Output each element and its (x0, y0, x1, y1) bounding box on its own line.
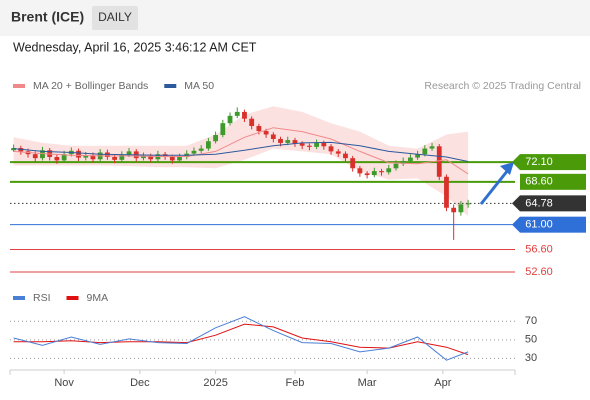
candle-body (321, 142, 327, 147)
candle-body (285, 140, 291, 143)
candle-body (263, 131, 269, 135)
candle-body (422, 148, 428, 155)
candle-body (191, 150, 197, 154)
candle-body (119, 154, 125, 160)
header-bar (0, 0, 590, 36)
candle-body (393, 163, 399, 169)
candle-body (350, 158, 356, 169)
candle-body (328, 146, 334, 152)
level-label: 61.00 (525, 219, 553, 231)
candle-body (306, 145, 312, 147)
candle-body (11, 147, 17, 151)
candle-body (465, 203, 471, 205)
candle-body (415, 154, 421, 158)
candle-body (299, 143, 305, 146)
forecast-arrow-head (500, 162, 514, 175)
level-label: 52.60 (525, 266, 553, 278)
candle-body (379, 171, 384, 173)
candle-body (429, 146, 435, 149)
legend-swatch (13, 296, 25, 300)
x-tick-label: Dec (130, 377, 150, 389)
candle-body (400, 160, 406, 164)
level-label: 72.10 (525, 156, 553, 168)
level-box-arrow (512, 195, 520, 212)
interval-badge (92, 6, 138, 30)
candle-body (249, 118, 255, 127)
candle-body (458, 204, 464, 213)
candle-body (76, 150, 81, 158)
legend-label: MA 20 + Bollinger Bands (33, 80, 148, 92)
candle-body (90, 155, 96, 160)
moving-average (13, 141, 469, 162)
x-tick-label: Feb (285, 377, 304, 389)
level-box (520, 216, 586, 233)
candle-body (54, 157, 60, 161)
level-label: 56.60 (525, 243, 553, 255)
candle-body (112, 157, 118, 160)
candle-body (292, 140, 298, 144)
candle-body (61, 154, 67, 161)
candle-body (148, 155, 154, 160)
legend-swatch (66, 296, 79, 300)
candle-body (357, 168, 363, 174)
candle-body (227, 115, 233, 124)
legend-swatch (164, 84, 177, 88)
level-box (520, 154, 586, 171)
candle-body (314, 142, 320, 147)
candle-body (126, 151, 132, 155)
level-box-arrow (512, 216, 520, 233)
y-tick-label: 70 (525, 315, 537, 327)
candle-body (335, 151, 341, 154)
candle-body (364, 173, 370, 176)
candle-body (234, 111, 240, 116)
candle-body (169, 157, 175, 161)
x-tick-label: Apr (434, 377, 451, 389)
candle-body (220, 123, 226, 136)
legend-label: MA 50 (184, 80, 214, 92)
legend-swatch (13, 84, 25, 88)
x-tick-label: Nov (54, 377, 74, 389)
candle-body (213, 135, 219, 142)
interval: DAILY (98, 10, 132, 24)
x-tick-label: 2025 (203, 377, 227, 389)
level-box-arrow (512, 154, 520, 171)
candle-body (451, 207, 457, 213)
candle-body (40, 150, 45, 159)
candle-body (32, 154, 38, 159)
level-box (520, 195, 586, 212)
candle-body (83, 155, 89, 158)
candle-body (198, 148, 204, 151)
y-tick-label: 30 (525, 352, 537, 364)
candle-body (270, 134, 276, 139)
x-tick-label: Mar (358, 377, 377, 389)
candle-body (141, 155, 146, 159)
candle-body (386, 168, 392, 173)
candle-body (444, 176, 449, 208)
legend-label: 9MA (87, 292, 109, 304)
candle-body (205, 141, 211, 149)
candle-body (371, 171, 377, 176)
title: Brent (ICE) (11, 9, 84, 25)
credit: Research © 2025 Trading Central (424, 80, 581, 92)
datetime: Wednesday, April 16, 2025 3:46:12 AM CET (13, 40, 257, 54)
candle-body (278, 138, 283, 143)
indicator-line (13, 316, 469, 361)
level-box (520, 173, 586, 190)
legend-label: RSI (33, 292, 51, 304)
candle-body (407, 157, 413, 161)
bollinger-band (13, 106, 469, 217)
candle-body (177, 157, 182, 161)
moving-average (13, 127, 469, 175)
level-label: 68.60 (525, 176, 553, 188)
level-label: 64.78 (525, 197, 553, 209)
candle-body (436, 146, 442, 177)
forecast-arrow (479, 169, 510, 205)
candle-body (343, 153, 348, 159)
candle-body (242, 111, 247, 119)
y-tick-label: 50 (525, 334, 537, 346)
candle-body (256, 126, 262, 132)
